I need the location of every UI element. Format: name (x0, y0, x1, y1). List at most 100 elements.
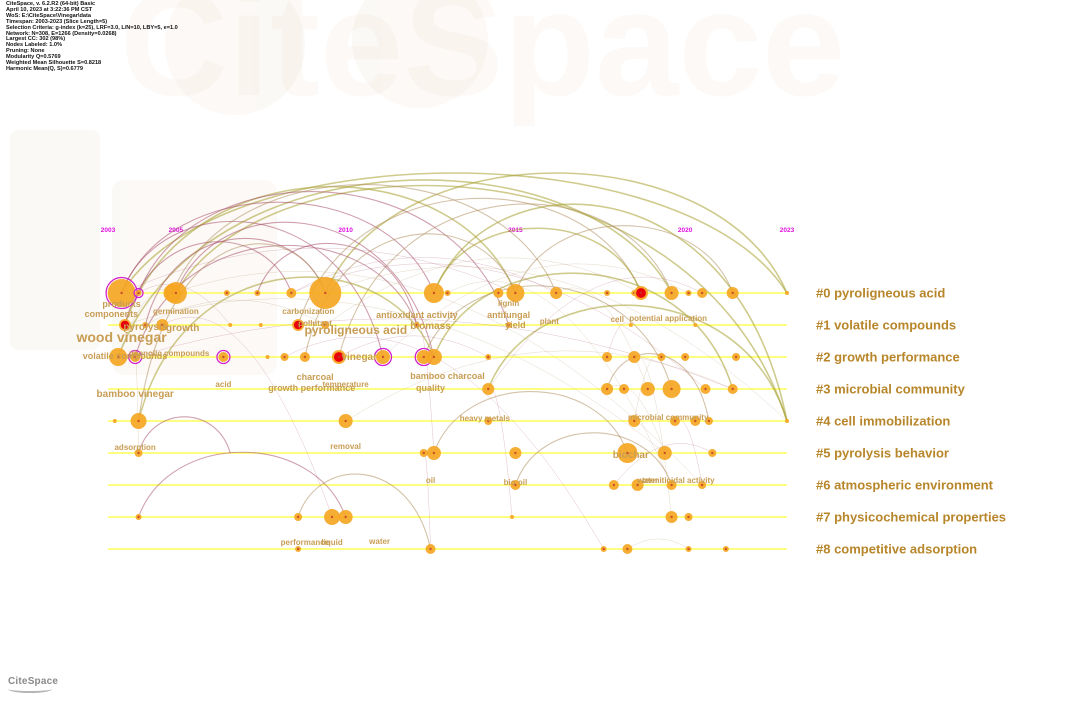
node-center (700, 483, 704, 487)
node-center (602, 547, 605, 551)
citation-link (135, 318, 733, 390)
node-center (646, 387, 650, 391)
node-center (734, 355, 738, 359)
keyword-node[interactable] (112, 419, 117, 423)
keyword-label: germination (153, 307, 199, 316)
node-center (303, 355, 307, 359)
citation-link (121, 220, 384, 358)
node-center (123, 323, 127, 327)
node-center (626, 547, 629, 551)
cluster-label[interactable]: #5 pyrolysis behavior (816, 446, 949, 461)
keyword-node[interactable] (510, 515, 515, 519)
citation-link (556, 287, 649, 390)
citation-link (138, 243, 326, 422)
keyword-node[interactable] (228, 323, 233, 327)
network-summary: CiteSpace, v. 6.2.R2 (64-bit) Basic April… (6, 1, 178, 73)
year-tick: 2005 (169, 227, 184, 234)
node-center (296, 515, 300, 519)
node-center (225, 291, 229, 295)
citation-link (613, 443, 713, 486)
node-center (116, 355, 120, 359)
keyword-label: biochar (613, 450, 649, 461)
keyword-label: liquid (321, 538, 342, 547)
keyword-label: pyrolysis (123, 322, 167, 333)
cluster-label[interactable]: #0 pyroligneous acid (816, 286, 945, 301)
node-center (137, 419, 140, 423)
node-center (670, 483, 673, 487)
keyword-label: performance (281, 538, 330, 547)
node-center (432, 451, 436, 455)
node-center (683, 355, 687, 359)
keyword-node[interactable] (628, 323, 633, 327)
citation-link (171, 184, 557, 294)
keyword-node[interactable] (265, 355, 270, 359)
node-center (487, 355, 490, 359)
node-center (670, 515, 673, 519)
node-center (724, 547, 728, 551)
summary-line: WoS: E:\CiteSpace\Vinegar\data (6, 12, 91, 19)
node-center (514, 451, 517, 455)
logo-swoosh (8, 685, 52, 693)
node-center (290, 291, 293, 295)
keyword-label: removal (330, 442, 361, 451)
citation-link (137, 276, 435, 422)
citation-link (117, 179, 673, 358)
node-center (514, 483, 517, 487)
node-center (174, 291, 178, 295)
node-center (605, 291, 609, 295)
citation-link (606, 322, 631, 358)
node-center (161, 323, 164, 327)
summary-line: Largest CC: 302 (98%) (6, 36, 66, 43)
citation-link (324, 172, 788, 294)
cluster-label[interactable]: #6 atmospheric environment (816, 478, 994, 493)
node-center (133, 355, 137, 359)
cluster-label[interactable]: #4 cell immobilization (816, 414, 950, 429)
keyword-label: potential application (629, 314, 707, 323)
keyword-label: vinegar (341, 352, 377, 363)
node-center (707, 419, 711, 423)
node-center (137, 515, 140, 519)
keyword-node[interactable] (785, 291, 789, 295)
node-center (487, 419, 490, 423)
node-center (605, 355, 609, 359)
citation-link (338, 203, 673, 358)
cluster-label[interactable]: #1 volatile compounds (816, 318, 956, 333)
keyword-label: bio oil (504, 478, 528, 487)
keyword-label: volatile compounds (83, 351, 168, 361)
keyword-node[interactable] (258, 323, 263, 327)
node-center (639, 291, 643, 295)
node-center (687, 291, 690, 295)
keyword-label: growth performance (268, 383, 355, 393)
citation-link (162, 316, 333, 518)
keyword-label: growth (166, 323, 199, 334)
citation-link (256, 242, 418, 326)
node-center (324, 323, 327, 327)
summary-line: Modularity Q=0.5769 (6, 54, 61, 61)
node-center (636, 483, 639, 487)
keyword-node[interactable] (693, 323, 698, 327)
cluster-label[interactable]: #3 microbial community (816, 382, 966, 397)
keyword-label: adsorption (114, 443, 155, 452)
node-center (256, 291, 259, 295)
citation-link (447, 280, 672, 486)
cluster-label[interactable]: #2 growth performance (816, 350, 960, 365)
keyword-label: temperature (323, 380, 370, 389)
citation-link (627, 538, 689, 550)
keyword-label: bamboo vinegar (97, 389, 174, 400)
node-center (283, 355, 286, 359)
keyword-node[interactable] (785, 419, 789, 423)
cluster-label[interactable]: #7 physicochemical properties (816, 510, 1006, 525)
keyword-label: components (85, 309, 139, 319)
citation-link (514, 225, 734, 294)
citation-link (297, 473, 432, 550)
keyword-label: biomass (410, 321, 451, 332)
keyword-nodes (105, 276, 789, 554)
node-center (612, 483, 616, 487)
summary-line: Network: N=308, E=1266 (Density=0.0268) (6, 30, 117, 37)
citation-link (433, 203, 788, 422)
summary-line: CiteSpace, v. 6.2.R2 (64-bit) Basic (6, 1, 96, 7)
cluster-label[interactable]: #8 competitive adsorption (816, 542, 977, 557)
node-center (381, 355, 385, 359)
